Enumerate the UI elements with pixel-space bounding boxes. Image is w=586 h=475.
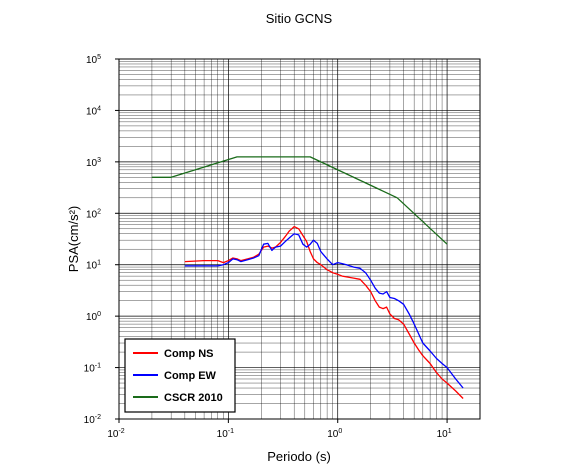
y-tick-label: 10-2 xyxy=(84,414,101,426)
legend-label: CSCR 2010 xyxy=(164,392,223,404)
legend-label: Comp NS xyxy=(164,348,214,360)
grid xyxy=(118,58,481,420)
legend: Comp NS Comp EW CSCR 2010 xyxy=(124,338,236,413)
y-tick-label: 10-1 xyxy=(84,363,101,375)
y-tick-label: 105 xyxy=(86,54,101,66)
x-tick-label: 101 xyxy=(437,428,452,440)
x-tick-label: 10-1 xyxy=(217,428,234,440)
x-tick-label: 10-2 xyxy=(107,428,124,440)
y-tick-label: 104 xyxy=(86,105,101,117)
x-tick-label: 100 xyxy=(327,428,342,440)
y-tick-label: 101 xyxy=(86,260,101,272)
series-line-cscr-2010 xyxy=(151,156,448,245)
series-line-comp-ew xyxy=(184,233,464,389)
y-tick-label: 100 xyxy=(86,311,101,323)
legend-label: Comp EW xyxy=(164,370,217,382)
x-axis-label: Periodo (s) xyxy=(267,449,331,464)
y-tick-label: 102 xyxy=(86,208,101,220)
series-line-comp-ns xyxy=(184,225,464,399)
chart-title: Sitio GCNS xyxy=(266,11,333,26)
series-group xyxy=(151,156,464,399)
y-tick-label: 103 xyxy=(86,157,101,169)
plot-frame xyxy=(118,58,481,420)
tick-group: 10-2 10-1 100 101 10-2 10-1 100 101 102 103 104 105 xyxy=(84,54,452,440)
y-axis-label: PSA(cm/s²) xyxy=(66,206,81,272)
